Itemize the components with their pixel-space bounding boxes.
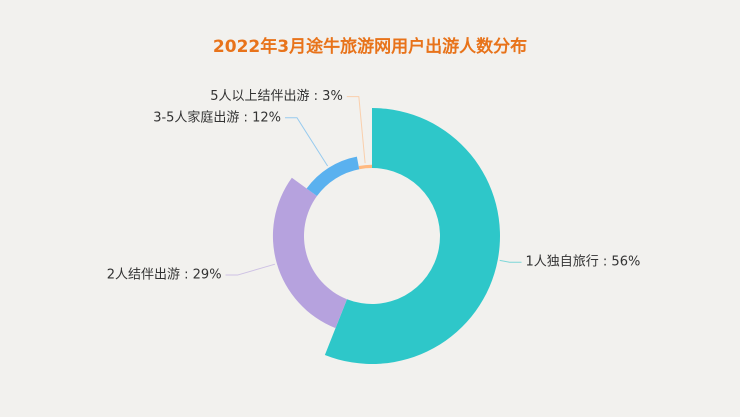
chart-title: 2022年3月途牛旅游网用户出游人数分布 <box>213 36 527 57</box>
slice <box>324 108 501 364</box>
label-line <box>346 96 366 164</box>
data-label: 1人独自旅行 : 56% <box>526 255 641 270</box>
data-label: 3-5人家庭出游 : 12% <box>153 109 281 125</box>
slice <box>272 177 347 329</box>
data-label: 5人以上结伴出游 : 3% <box>210 89 343 104</box>
label-line <box>284 117 329 167</box>
data-label: 2人结伴出游 : 29% <box>107 268 222 283</box>
label-line <box>499 259 522 263</box>
slice <box>358 164 372 170</box>
slice <box>306 156 360 197</box>
label-line <box>225 263 276 276</box>
